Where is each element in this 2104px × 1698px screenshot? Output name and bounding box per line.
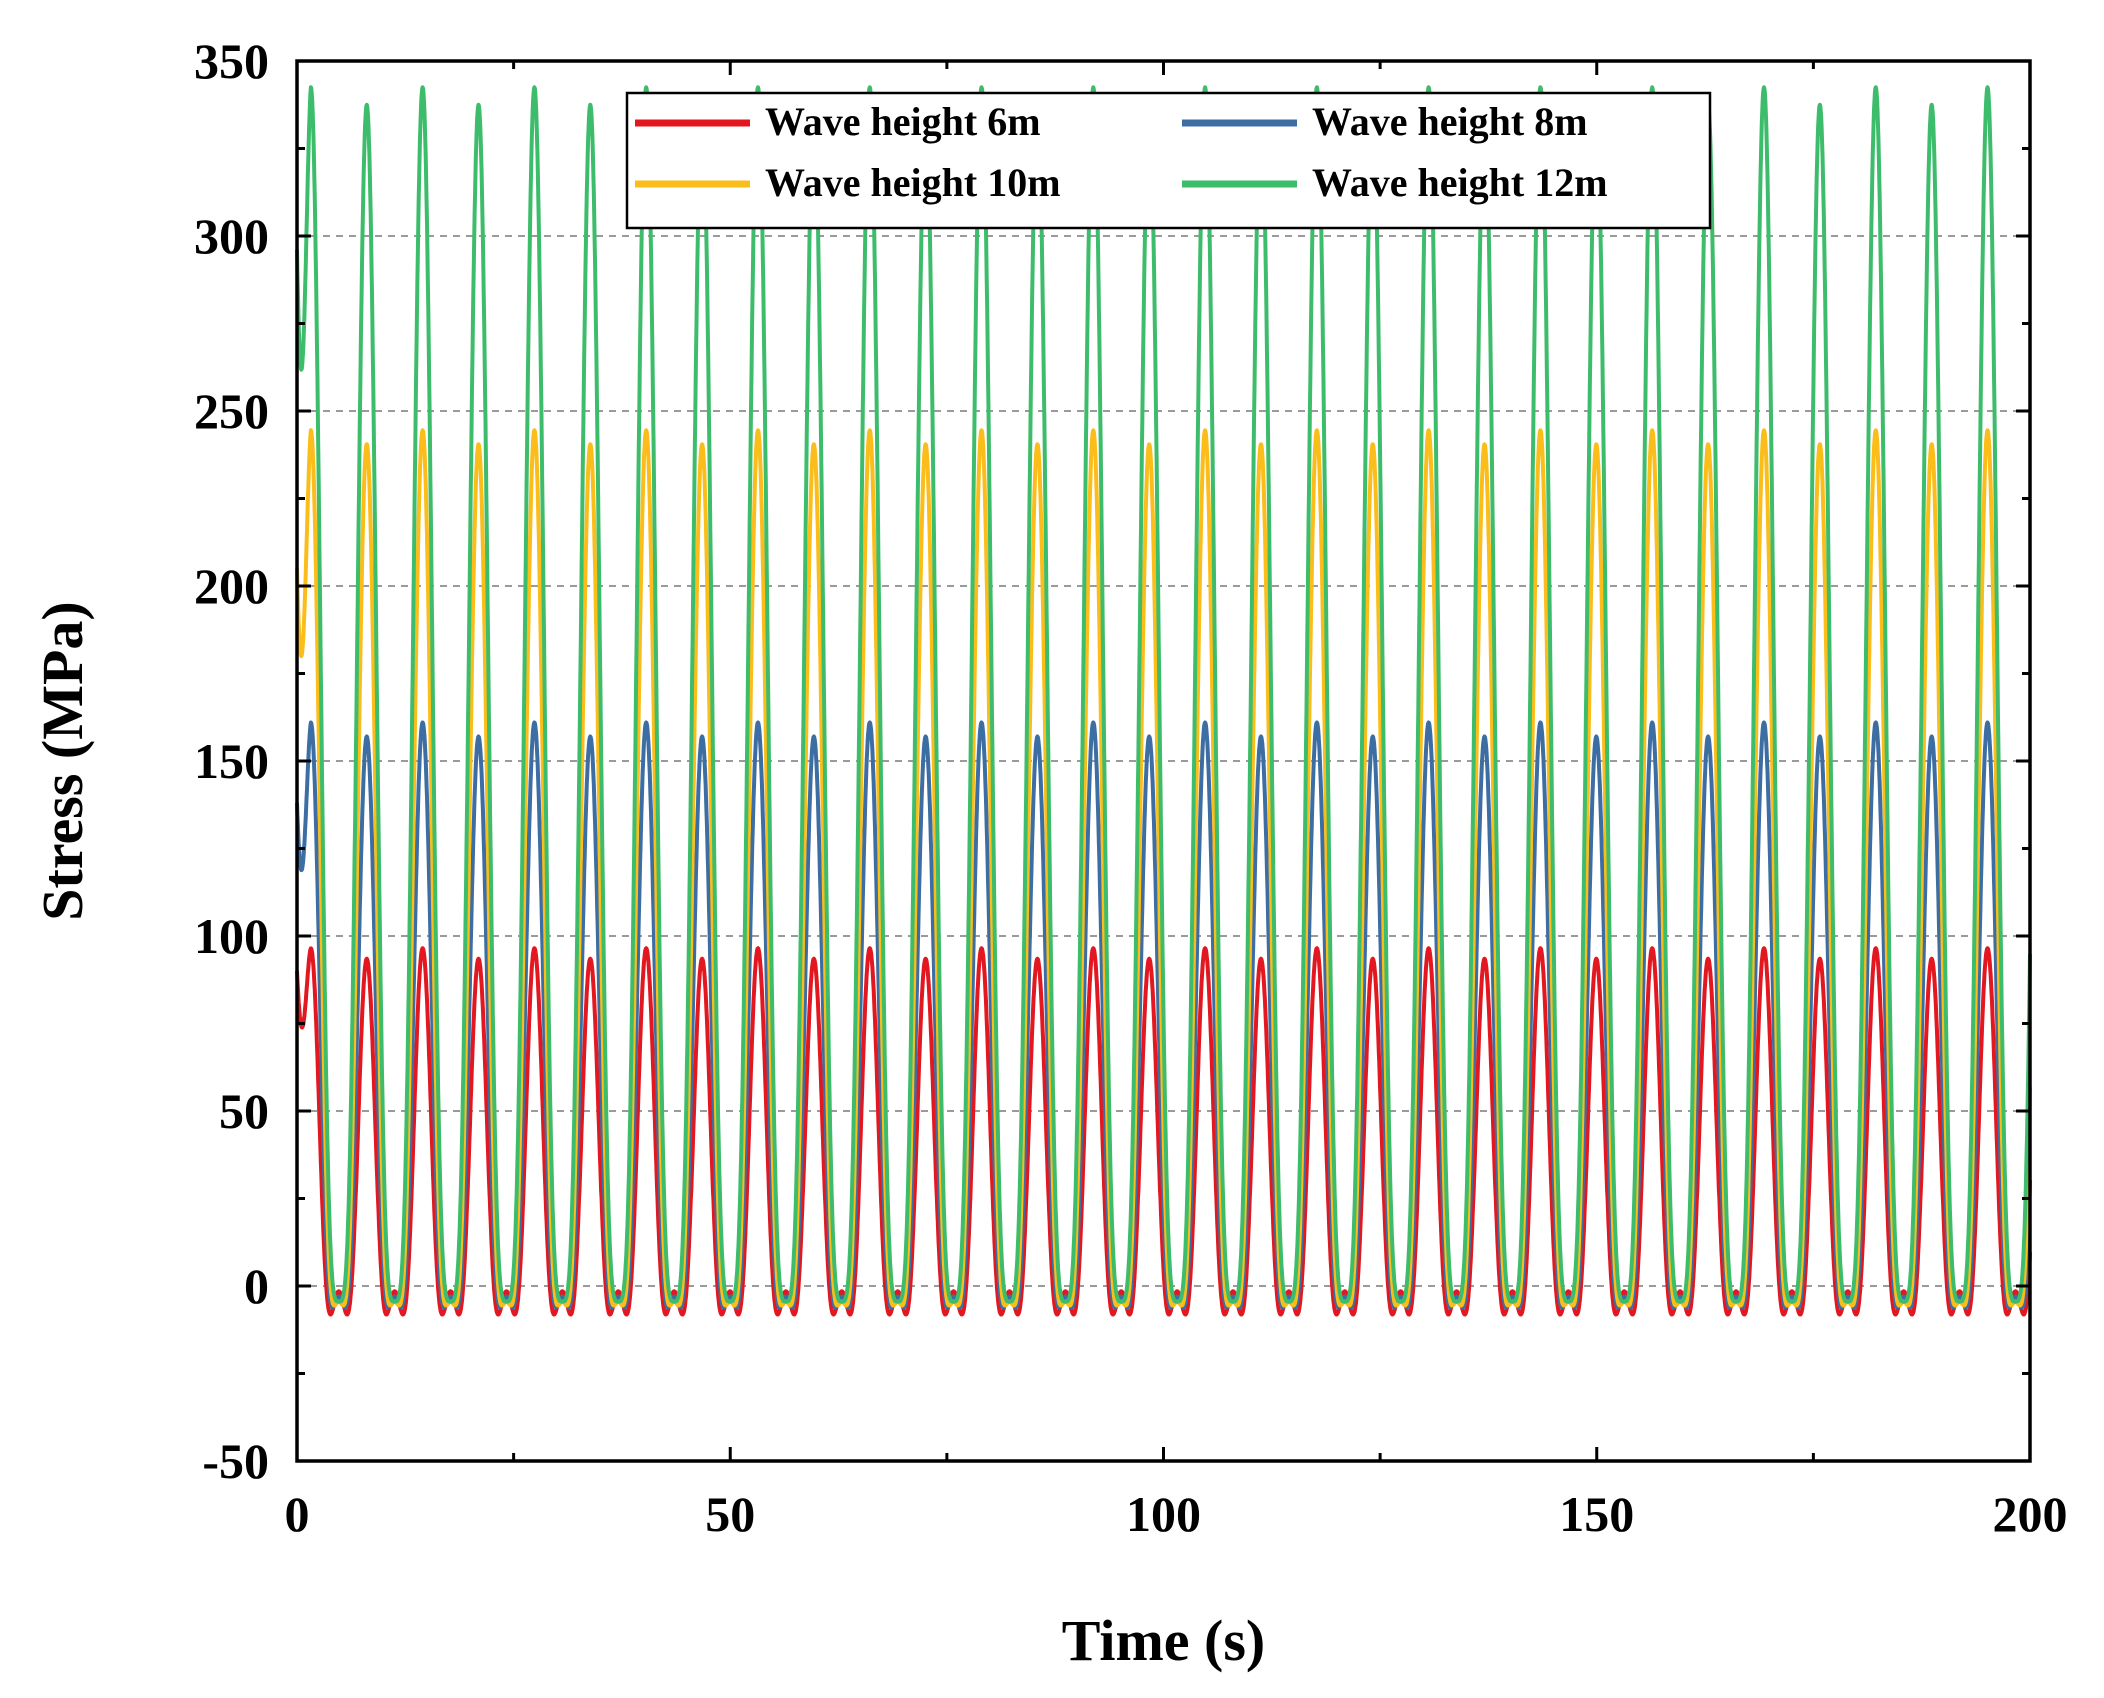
legend-label: Wave height 12m (1312, 160, 1608, 205)
series-line-wave-height-10m (295, 428, 2032, 1308)
y-tick-label: 50 (219, 1083, 269, 1139)
y-tick-label: 250 (194, 383, 269, 439)
x-tick-label: 50 (705, 1486, 755, 1542)
axis-ticks (295, 59, 2032, 1463)
y-tick-label: 350 (194, 33, 269, 89)
x-tick-label: 100 (1126, 1486, 1201, 1542)
y-tick-label: 150 (194, 733, 269, 789)
legend: Wave height 6m Wave height 8m Wave height … (625, 91, 1712, 230)
y-tick-label: 0 (244, 1258, 269, 1314)
x-tick-label: 0 (285, 1486, 310, 1542)
y-axis-label: Stress (MPa) (30, 601, 95, 920)
y-tick-label: 300 (194, 208, 269, 264)
x-axis-label: Time (s) (1062, 1608, 1266, 1673)
y-tick-label: -50 (202, 1433, 269, 1489)
x-tick-label: 200 (1993, 1486, 2068, 1542)
y-tick-label: 100 (194, 908, 269, 964)
series-line-wave-height-12m (295, 85, 2032, 1304)
legend-box (625, 91, 1712, 230)
legend-label: Wave height 10m (765, 160, 1061, 205)
series-lines (295, 85, 2032, 1317)
legend-label: Wave height 6m (765, 99, 1041, 144)
x-tick-label: 150 (1559, 1486, 1634, 1542)
legend-label: Wave height 8m (1312, 99, 1588, 144)
y-tick-label: 200 (194, 558, 269, 614)
tick-labels: -50 0 50 100 150 200 250 300 350 0 50 100 150 200 (194, 33, 2068, 1542)
